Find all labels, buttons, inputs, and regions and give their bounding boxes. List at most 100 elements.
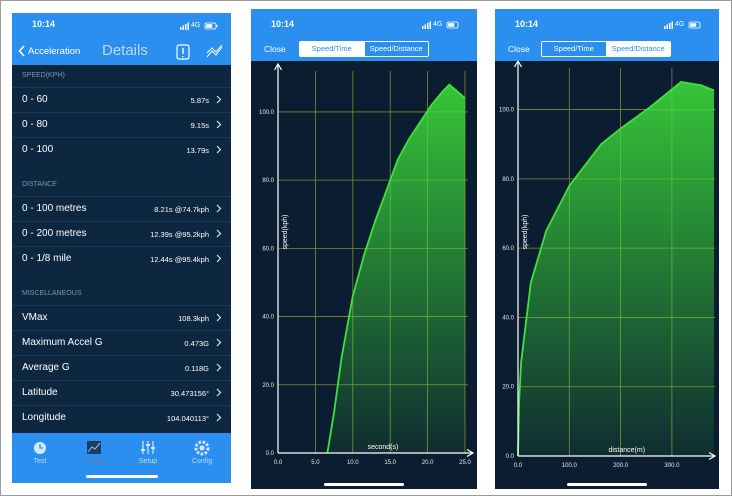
row-chevron [216,120,222,129]
axis-arrow [513,59,523,68]
list-row[interactable]: 0 - 200 metres 12.39s @95.2kph [12,221,231,246]
list-row[interactable]: VMax 108.3kph [12,305,231,330]
y-tick-label: 100.0 [499,108,515,114]
tab-label[interactable]: Test [33,458,47,465]
row-value: 5.87s [190,96,209,105]
tab-icon[interactable] [140,439,156,456]
x-tick-label: 200.0 [613,463,629,469]
row-chevron [216,229,222,238]
y-tick-label: 80.0 [262,178,274,184]
status-icons [664,21,701,29]
row-value: 13.79s [186,146,209,155]
header: 10:14 4G Close Speed/Time Speed/Distance [251,9,477,61]
list-row[interactable]: 0 - 60 5.87s [12,87,231,112]
chart: 0.0 20.0 40.0 60.0 80.0 100.0 0.0 100.0 200.0 300… [499,59,717,469]
row-label: 0 - 200 metres [22,228,87,239]
details-list: SPEED(KPH) 0 - 60 5.87s 0 - 80 9.15s 0 - 100 1… [12,65,231,433]
row-label: Average G [22,362,70,373]
row-value: 108.3kph [178,314,209,323]
row-chevron [216,313,222,322]
x-tick-label: 5.0 [311,460,320,466]
axis-arrow [273,62,283,71]
section-header: SPEED(KPH) [22,72,65,79]
row-chevron [216,363,222,372]
row-label: Latitude [22,387,58,398]
tab-icon[interactable] [86,439,102,456]
x-tick-label: 0.0 [274,460,283,466]
row-label: 0 - 100 metres [22,203,87,214]
axis-arrow [708,451,717,461]
row-label: 0 - 100 [22,144,54,155]
nav-title: Details [102,42,148,59]
section-header: MISCELLANEOUS [22,290,82,297]
list-row[interactable]: 0 - 1/8 mile 12.44s @95.4kph [12,246,231,271]
list-row[interactable]: 0 - 80 9.15s [12,112,231,137]
axis-arrow [466,448,475,458]
y-tick-label: 100.0 [259,110,275,116]
segment-button[interactable]: Speed/Time [300,42,364,56]
home-indicator [567,483,647,486]
segment-button[interactable]: Speed/Time [542,42,606,56]
list-row[interactable]: 0 - 100 13.79s [12,137,231,162]
header: 10:14 4G Close Speed/Time Speed/Distance [495,9,719,61]
y-tick-label: 0.0 [266,451,275,457]
close-button[interactable]: Close [508,44,530,54]
tab-icon[interactable] [32,439,48,456]
y-tick-label: 40.0 [262,315,274,321]
area-line [517,80,715,457]
row-label: 0 - 1/8 mile [22,253,72,264]
section-header: DISTANCE [22,181,57,188]
status-time: 10:14 [32,19,56,29]
area-fill [327,84,465,453]
segment-button[interactable]: Speed/Distance [363,42,428,56]
y-tick-label: 20.0 [502,385,514,391]
row-label: 0 - 60 [22,94,48,105]
row-label: 0 - 80 [22,119,48,130]
row-value: 8.21s @74.7kph [154,205,209,214]
list-row[interactable]: Average G 0.118G [12,355,231,380]
status-network: 4G [433,21,443,28]
y-tick-label: 60.0 [502,246,514,252]
x-tick-label: 15.0 [384,460,396,466]
back-button[interactable]: Acceleration [28,46,81,57]
list-row[interactable]: Maximum Accel G 0.473G [12,330,231,355]
x-tick-label: 300.0 [664,463,680,469]
status-icons [422,21,459,29]
segment-button[interactable]: Speed/Distance [605,42,670,56]
tab-label[interactable]: Setup [138,458,158,465]
row-chevron [216,145,222,154]
status-icons [180,22,218,30]
row-chevron [216,95,222,104]
back-chevron[interactable] [18,45,26,57]
chart-screen: 0.0 20.0 40.0 60.0 80.0 100.0 0.0 100.0 200.0 300… [495,9,719,489]
x-tick-label: 100.0 [562,463,578,469]
tab-label[interactable]: Results [82,458,106,465]
close-button[interactable]: Close [264,44,286,54]
y-tick-label: 20.0 [262,383,274,389]
row-chevron [216,413,222,422]
list-row[interactable]: Longitude 104.040113° [12,405,231,430]
row-value: 104.040113° [166,414,209,423]
y-tick-label: 40.0 [502,315,514,321]
x-axis-label: distance(m) [608,447,645,454]
header: 10:14 4G Acceleration Details [12,13,231,65]
y-tick-label: 60.0 [262,246,274,252]
chart-screen: 0.0 20.0 40.0 60.0 80.0 100.0 0.0 5.0 10.0 15.0 20… [251,9,477,489]
row-label: Longitude [22,412,66,423]
row-value: 12.44s @95.4kph [150,255,209,264]
row-chevron [216,204,222,213]
row-value: 12.39s @95.2kph [150,230,209,239]
area-line [326,83,466,454]
tab-label[interactable]: Config [191,458,213,465]
list-row[interactable]: 0 - 100 metres 8.21s @74.7kph [12,196,231,221]
nav-icons[interactable] [175,43,225,61]
list-row[interactable]: Latitude 30.473156° [12,380,231,405]
row-label: VMax [22,312,48,323]
y-tick-label: 0.0 [506,454,515,460]
status-network: 4G [191,22,201,29]
tab-icon[interactable] [194,439,210,456]
home-indicator [86,475,158,478]
x-axis-label: second(s) [368,444,399,451]
details-screen: 10:14 4G Acceleration Details SPEED(KPH)… [12,13,231,483]
